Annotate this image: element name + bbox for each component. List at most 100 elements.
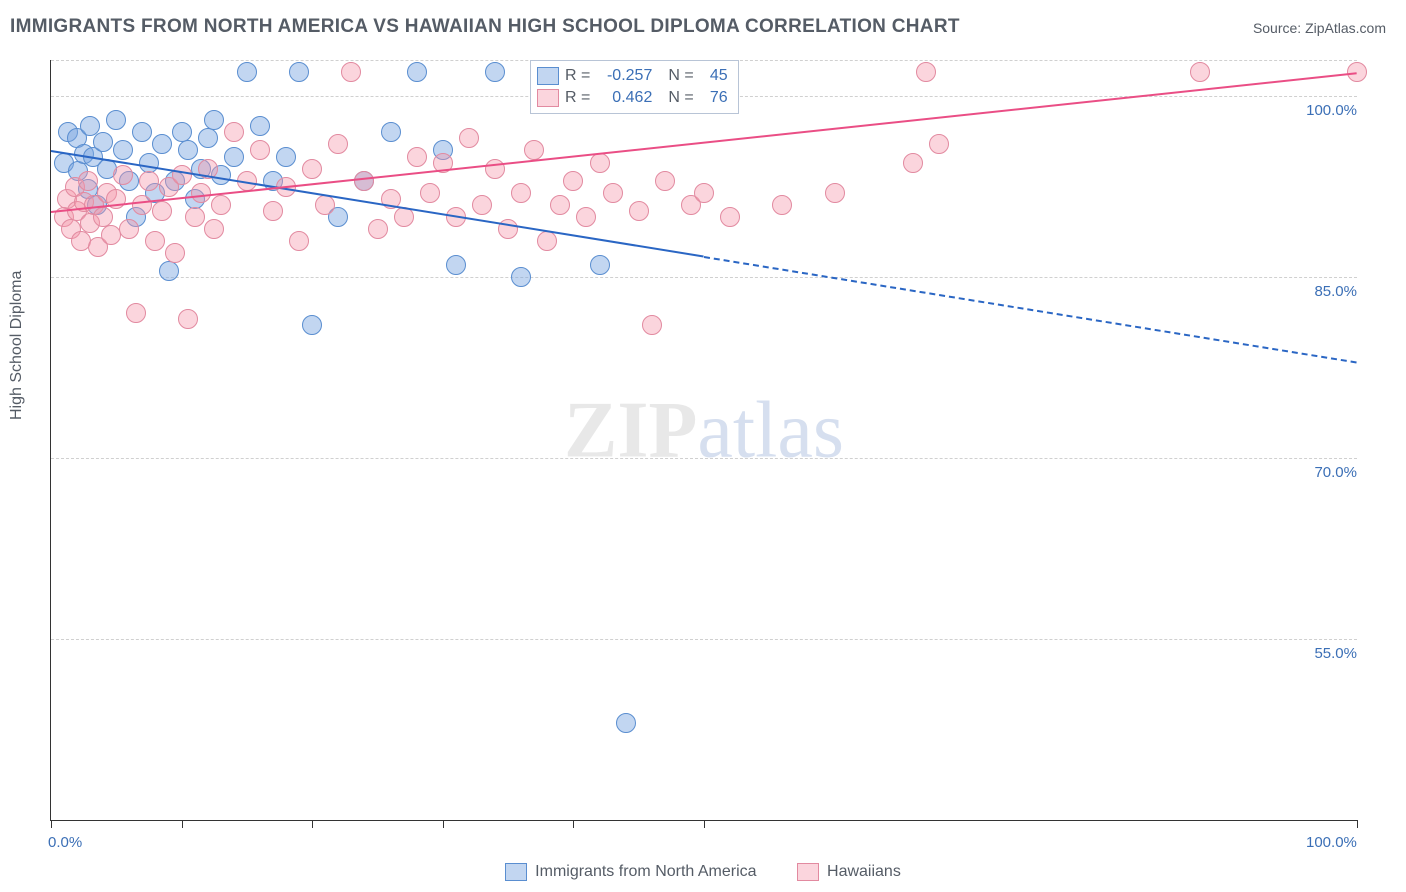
watermark-thin: atlas: [697, 386, 844, 474]
data-point: [485, 159, 505, 179]
data-point: [655, 171, 675, 191]
data-point: [407, 62, 427, 82]
data-point: [354, 171, 374, 191]
data-point: [101, 225, 121, 245]
data-point: [224, 147, 244, 167]
data-point: [903, 153, 923, 173]
y-tick-label: 55.0%: [1297, 645, 1357, 662]
r-value-series1: -0.257: [596, 67, 652, 85]
n-label: N =: [668, 89, 693, 107]
swatch-series2: [537, 89, 559, 107]
data-point: [485, 62, 505, 82]
data-point: [250, 140, 270, 160]
data-point: [113, 165, 133, 185]
x-tick: [443, 820, 444, 828]
data-point: [145, 231, 165, 251]
legend-item-series2: Hawaiians: [797, 863, 901, 881]
data-point: [139, 171, 159, 191]
data-point: [126, 303, 146, 323]
data-point: [302, 159, 322, 179]
data-point: [289, 231, 309, 251]
correlation-legend: R = -0.257 N = 45 R = 0.462 N = 76: [530, 60, 739, 114]
data-point: [550, 195, 570, 215]
gridline: [51, 277, 1357, 278]
data-point: [694, 183, 714, 203]
data-point: [511, 183, 531, 203]
data-point: [204, 219, 224, 239]
data-point: [106, 110, 126, 130]
chart-title: IMMIGRANTS FROM NORTH AMERICA VS HAWAIIA…: [10, 16, 960, 38]
y-tick-label: 85.0%: [1297, 283, 1357, 300]
data-point: [178, 309, 198, 329]
data-point: [250, 116, 270, 136]
x-tick: [182, 820, 183, 828]
legend-swatch-series2: [797, 863, 819, 881]
data-point: [603, 183, 623, 203]
data-point: [616, 713, 636, 733]
data-point: [78, 171, 98, 191]
data-point: [524, 140, 544, 160]
y-tick-label: 70.0%: [1297, 464, 1357, 481]
y-axis-label: High School Diploma: [8, 271, 26, 420]
data-point: [132, 195, 152, 215]
n-value-series1: 45: [700, 67, 728, 85]
data-point: [204, 110, 224, 130]
y-tick-label: 100.0%: [1297, 102, 1357, 119]
n-value-series2: 76: [700, 89, 728, 107]
source-label: Source:: [1253, 20, 1301, 36]
data-point: [590, 255, 610, 275]
data-point: [407, 147, 427, 167]
x-tick: [312, 820, 313, 828]
x-tick: [573, 820, 574, 828]
gridline: [51, 639, 1357, 640]
data-point: [420, 183, 440, 203]
x-tick: [51, 820, 52, 828]
data-point: [472, 195, 492, 215]
data-point: [563, 171, 583, 191]
data-point: [224, 122, 244, 142]
data-point: [720, 207, 740, 227]
trend-line: [704, 256, 1357, 364]
gridline: [51, 458, 1357, 459]
r-label: R =: [565, 67, 590, 85]
data-point: [198, 128, 218, 148]
data-point: [511, 267, 531, 287]
watermark-bold: ZIP: [564, 386, 697, 474]
data-point: [1190, 62, 1210, 82]
data-point: [185, 207, 205, 227]
source-attribution: Source: ZipAtlas.com: [1253, 20, 1386, 36]
data-point: [328, 134, 348, 154]
data-point: [93, 132, 113, 152]
data-point: [537, 231, 557, 251]
x-tick-label-max: 100.0%: [1306, 834, 1357, 851]
data-point: [459, 128, 479, 148]
data-point: [132, 122, 152, 142]
data-point: [211, 195, 231, 215]
legend-item-series1: Immigrants from North America: [505, 863, 756, 881]
data-point: [178, 140, 198, 160]
data-point: [276, 147, 296, 167]
data-point: [642, 315, 662, 335]
watermark: ZIPatlas: [564, 385, 844, 476]
x-tick: [1357, 820, 1358, 828]
data-point: [341, 62, 361, 82]
data-point: [368, 219, 388, 239]
data-point: [381, 122, 401, 142]
correlation-row-series1: R = -0.257 N = 45: [537, 65, 728, 87]
data-point: [590, 153, 610, 173]
data-point: [152, 134, 172, 154]
plot-area: ZIPatlas 55.0% 70.0% 85.0% 100.0%: [50, 60, 1357, 821]
x-tick-label-min: 0.0%: [48, 834, 82, 851]
data-point: [172, 122, 192, 142]
n-label: N =: [668, 67, 693, 85]
data-point: [191, 183, 211, 203]
r-label: R =: [565, 89, 590, 107]
data-point: [93, 207, 113, 227]
data-point: [152, 201, 172, 221]
data-point: [576, 207, 596, 227]
data-point: [119, 219, 139, 239]
source-value: ZipAtlas.com: [1305, 20, 1386, 36]
data-point: [139, 153, 159, 173]
swatch-series1: [537, 67, 559, 85]
data-point: [629, 201, 649, 221]
